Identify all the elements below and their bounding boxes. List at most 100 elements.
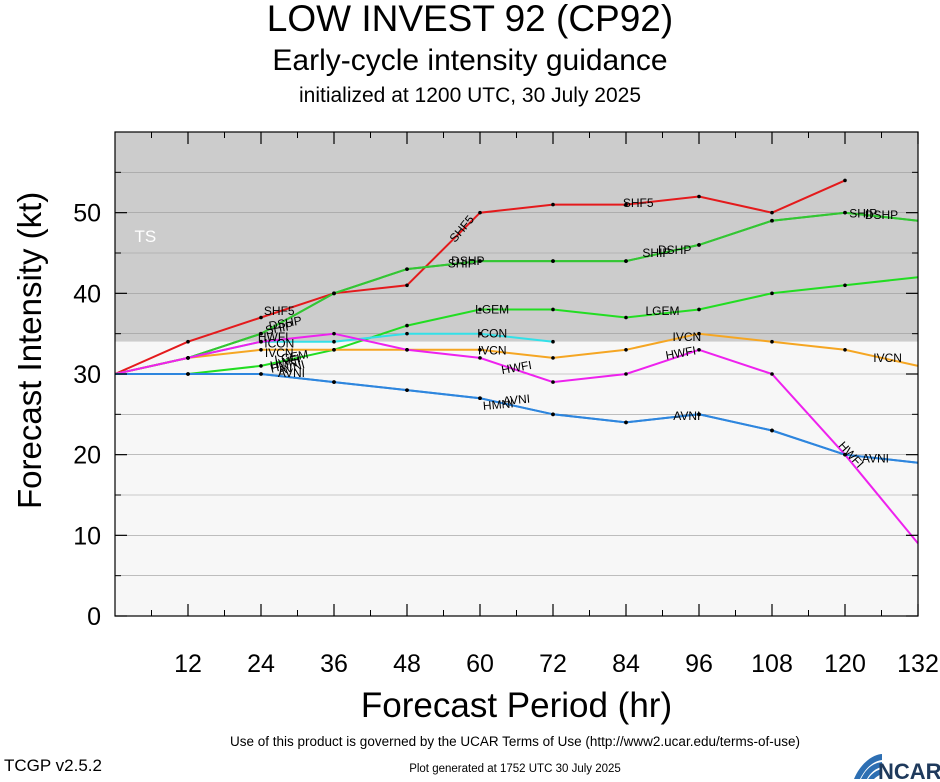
data-point-avni [770,428,774,433]
data-point-ship [697,243,701,247]
data-point-avni [551,412,555,417]
data-point-ship [624,259,628,263]
x-tick-label: 24 [247,650,275,678]
data-point-ivcn [624,348,628,352]
data-point-avni [259,372,263,376]
data-point-hwfi [478,356,482,360]
series-line-ivcn [114,332,919,375]
data-point-ivcn [259,348,263,352]
data-point-ship [770,218,774,223]
series-line-ship [114,211,919,375]
series-line-hwfi [114,332,919,545]
data-point-shf5 [624,202,628,207]
series-label-hwfi: HWFI [500,358,533,377]
y-tick-label: 30 [73,361,101,389]
series-label-lgem: LGEM [645,304,679,318]
data-point-hwfi [770,372,774,376]
series-line-lgem [115,276,919,375]
data-point-icon [551,339,555,344]
data-point-hwfi [259,339,263,344]
chart-title: LOW INVEST 92 (CP92) [266,0,674,39]
data-point-shf5 [478,210,482,215]
data-point-ivcn [697,331,701,336]
axes [114,131,919,617]
data-point-ship [405,267,409,271]
series-label-ivcn: IVCN [672,330,701,344]
data-point-avni [405,388,409,392]
data-point-lgem [624,315,628,320]
data-point-ivcn [770,339,774,344]
data-point-shf5 [697,194,701,199]
band-label-ts: TS [135,227,157,246]
data-point-shf5 [551,202,555,207]
data-point-ship [259,331,263,336]
terms-of-use-notice: Use of this product is governed by the U… [230,734,800,749]
series-points [186,178,847,457]
series-label-hwfi: HWFI [664,343,697,362]
series-label-ship: SHIP [264,319,294,338]
data-point-ship [551,259,555,263]
data-point-ship [332,291,336,296]
data-point-avni [332,380,336,384]
series-label-ship: SHIP [448,256,476,270]
series-label-dshp: DSHP [451,254,484,268]
series-label-shf5: SHF5 [264,304,295,318]
data-point-ivcn [551,356,555,360]
data-point-lgem [551,307,555,312]
grid-lines [115,172,918,576]
ncar-logo-text: NCAR [878,759,940,782]
data-point-shf5 [259,315,263,320]
data-point-hwfi [697,348,701,352]
data-point-icon [332,339,336,344]
data-point-ship [478,259,482,263]
x-tick-label: 36 [320,650,348,678]
y-axis-label: Forecast Intensity (kt) [11,191,48,509]
data-point-lgem [405,323,409,328]
data-point-hwfi [186,356,190,360]
series-label-lgem: LGEM [273,347,309,367]
series-label-avni: AVNI [277,357,307,378]
ncar-logo: NCAR [854,754,940,782]
data-point-ivcn [478,348,482,352]
data-point-lgem [478,307,482,312]
data-point-avni [697,412,701,417]
series-label-lgem: LGEM [475,302,509,316]
initialization-time: initialized at 1200 UTC, 30 July 2025 [298,84,642,107]
data-point-shf5 [186,339,190,344]
y-tick-label: 10 [73,522,101,550]
version-label: TCGP v2.5.2 [4,756,102,775]
data-point-ivcn [843,348,847,352]
data-point-shf5 [843,178,847,183]
series-label-ivcn: IVCN [478,344,507,358]
data-point-hwfi [551,380,555,384]
series-label-avni: AVNI [278,366,305,380]
y-tick-label: 0 [87,603,101,631]
data-point-lgem [259,364,263,368]
generated-timestamp: Plot generated at 1752 UTC 30 July 2025 [409,763,621,775]
x-axis-label: Forecast Period (hr) [360,686,673,725]
x-tick-label: 72 [539,650,567,678]
x-tick-label: 132 [897,650,939,678]
x-tick-label: 120 [824,650,866,678]
data-point-shf5 [405,283,409,288]
data-point-icon [405,331,409,336]
x-tick-label: 48 [393,650,421,678]
series-label-avni: AVNI [862,452,889,466]
y-tick-label: 40 [73,280,101,308]
ncar-logo-mark [854,754,882,779]
data-point-hwfi [405,348,409,352]
tick-labels: 12 24 36 48 60 72 84 96 108 120 132 0 10 20 30 40 50 [73,200,939,678]
series-label-dshp: DSHP [658,243,691,257]
data-point-ship [843,210,847,215]
series-label-ship: SHIP [849,206,877,220]
x-tick-label: 12 [174,650,202,678]
band-ts [115,132,918,342]
data-point-lgem [770,291,774,296]
intensity-bands: TS [115,132,918,616]
data-point-icon [478,331,482,336]
band-below-ts [115,341,918,616]
data-point-lgem [697,307,701,312]
data-point-avni [478,396,482,401]
y-tick-label: 20 [73,442,101,470]
